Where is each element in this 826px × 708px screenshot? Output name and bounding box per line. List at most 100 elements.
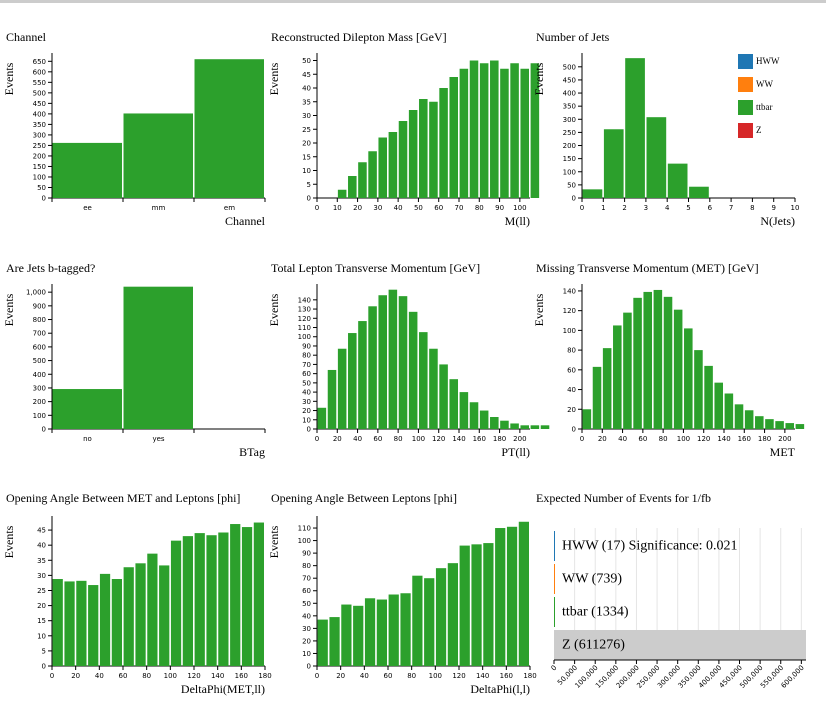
y-tick: 50: [302, 379, 317, 387]
y-tick-label: 1,000: [26, 289, 46, 297]
y-tick-label: 800: [33, 316, 46, 324]
y-tick-label: 80: [302, 562, 311, 570]
y-tick-label: 70: [302, 361, 311, 369]
x-tick-label: mm: [152, 204, 166, 212]
x-tick: 200: [778, 429, 792, 443]
y-tick: 500: [33, 357, 52, 365]
x-tick-label: 100: [677, 435, 690, 443]
x-tick-label: 20: [353, 204, 362, 212]
x-tick: 100: [164, 666, 177, 680]
x-tick: 100: [677, 429, 690, 443]
bar: [329, 617, 340, 666]
bar: [602, 348, 612, 429]
x-tick: 8: [750, 198, 755, 212]
x-tick-label: 40: [353, 435, 362, 443]
channel-panel: Channel 0 50 100 150 200 250 300 350 400 450 500 55…: [2, 30, 268, 230]
x-tick: 9: [771, 198, 776, 212]
x-axis-label: N(Jets): [760, 214, 795, 228]
number-of-jets-chart: 0 50 100 150 200 250 300 350 400 450 500 Events 0 1 2 3…: [532, 53, 800, 228]
bar: [408, 311, 418, 429]
x-axis-label: BTag: [239, 445, 265, 459]
bar: [744, 410, 754, 429]
y-tick-label: 0: [572, 195, 576, 203]
bar: [490, 417, 499, 429]
bar: [317, 407, 327, 429]
x-tick-label: 7: [729, 204, 733, 212]
y-tick-label: 45: [302, 71, 311, 79]
x-tick-label: 180: [523, 672, 536, 680]
number-of-jets-panel: Number of Jets 0 50 100 150 200 250 300 350 400 4…: [532, 30, 800, 230]
bar: [500, 420, 509, 429]
x-tick: 80: [659, 429, 668, 443]
y-tick-label: 50: [302, 600, 311, 608]
y-tick: 800: [33, 316, 52, 324]
x-axis: 0 20 40 60 80 100 120 140 160 180 200: [315, 428, 530, 443]
x-tick-label: 3: [644, 204, 648, 212]
x-tick-label: 5: [686, 204, 690, 212]
y-tick-label: 25: [37, 587, 46, 595]
y-tick: 0: [572, 195, 582, 203]
bar: [388, 594, 399, 666]
y-tick: 500: [563, 63, 582, 71]
expected-events-panel: Expected Number of Events for 1/fb HWW (…: [536, 491, 821, 704]
bar: [483, 543, 494, 666]
x-tick: 0: [580, 198, 584, 212]
x-tick-label: 0: [315, 435, 319, 443]
channel-chart: 0 50 100 150 200 250 300 350 400 450 500 550 600 650 E…: [2, 53, 266, 228]
bar: [412, 575, 423, 666]
y-tick: 100: [298, 537, 317, 545]
bar: [182, 536, 193, 666]
chart-title: Total Lepton Transverse Momentum [GeV]: [271, 261, 481, 275]
bar: [785, 423, 794, 429]
y-tick-label: 100: [298, 537, 311, 545]
x-tick: 10: [791, 198, 800, 212]
y-tick: 400: [33, 371, 52, 379]
y-tick-label: 70: [302, 575, 311, 583]
x-tick-label: 0: [315, 204, 319, 212]
legend-label: WW: [756, 79, 773, 89]
bar: [603, 129, 624, 198]
bar: [206, 535, 217, 666]
x-tick-label: 180: [258, 672, 271, 680]
x-tick: 100: [513, 198, 527, 212]
x-tick-label: 140: [717, 435, 730, 443]
x-tick: 30: [373, 198, 382, 212]
bar: [429, 348, 438, 429]
x-tick-label: 90: [495, 204, 504, 212]
bar: [230, 524, 241, 666]
y-tick: 25: [302, 126, 317, 134]
y-tick: 300: [563, 116, 582, 124]
x-tick: 1: [601, 198, 606, 212]
bar: [530, 63, 540, 198]
x-tick-label: 10: [791, 204, 800, 212]
x-tick: 140: [476, 666, 489, 680]
y-tick: 10: [302, 167, 317, 175]
y-axis-label: Events: [2, 293, 16, 326]
y-tick: 50: [37, 184, 52, 192]
y-tick: 80: [567, 347, 582, 355]
y-axis: 0 100 200 300 400 500 600 700 800 900 1,000: [26, 284, 53, 434]
bar: [368, 306, 377, 429]
bar: [378, 295, 387, 429]
x-tick-label: 180: [493, 435, 506, 443]
bar: [337, 189, 347, 198]
y-tick: 20: [302, 637, 317, 645]
y-tick-label: 90: [302, 342, 311, 350]
bar: [439, 88, 448, 198]
x-tick: 2: [622, 198, 627, 212]
bar: [704, 365, 713, 429]
x-axis: 0 20 40 60 80 100 120 140 160 180: [315, 665, 537, 680]
x-tick-label: 8: [750, 204, 754, 212]
bar: [653, 289, 663, 429]
x-axis-label: Channel: [225, 214, 266, 228]
x-tick-label: 40: [95, 672, 104, 680]
bar: [530, 425, 540, 429]
bar: [625, 58, 645, 199]
x-tick: 120: [432, 429, 445, 443]
dphi-met-chart: 0 5 10 15 20 25 30 35 40 45 Events 0 20 40 60 80 100 120 1…: [2, 516, 272, 696]
x-tick-label: 0: [580, 204, 584, 212]
bar: [471, 544, 482, 666]
y-tick-label: 10: [302, 650, 311, 658]
chart-title: Reconstructed Dilepton Mass [GeV]: [271, 30, 447, 44]
btag-panel: Are Jets b-tagged? 0 100 200 300 400 500 600 70…: [2, 261, 268, 461]
